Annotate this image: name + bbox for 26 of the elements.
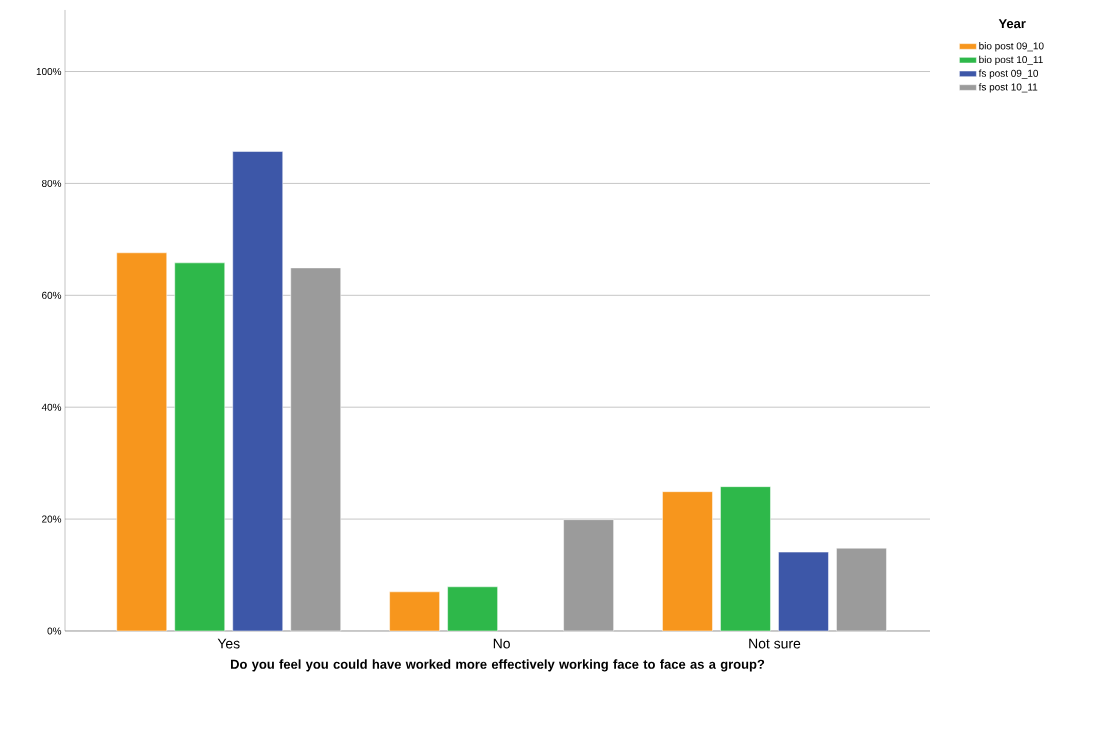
- legend-label: bio post 10_11: [979, 55, 1043, 66]
- bar: [232, 151, 283, 632]
- bar: [290, 267, 341, 632]
- bar: [778, 551, 829, 632]
- bar: [662, 491, 713, 632]
- x-axis-title: Do you feel you could have worked more effectively working face to face as a group?: [231, 659, 765, 672]
- y-tick-label: 0%: [47, 627, 62, 635]
- bar: [720, 486, 771, 632]
- bar: [447, 586, 498, 632]
- bar: [389, 591, 440, 632]
- y-tick-label: 60%: [42, 291, 62, 299]
- x-tick-label: Yes: [217, 638, 240, 649]
- legend-title: Year: [998, 19, 1026, 29]
- bar: [116, 252, 167, 632]
- x-tick-label: Not sure: [749, 638, 801, 649]
- x-tick-label: No: [493, 638, 510, 649]
- y-tick-label: 40%: [41, 403, 62, 411]
- bar: [836, 547, 887, 632]
- bar: [174, 262, 225, 632]
- legend-label: fs post 10_11: [978, 83, 1038, 93]
- y-tick-label: 80%: [41, 179, 62, 187]
- legend-label: bio post 09_10: [979, 42, 1044, 52]
- y-tick-label: 20%: [42, 515, 62, 523]
- y-tick-label: 100%: [36, 68, 62, 76]
- bar: [563, 519, 614, 632]
- legend-label: fs post 09_10: [978, 69, 1039, 79]
